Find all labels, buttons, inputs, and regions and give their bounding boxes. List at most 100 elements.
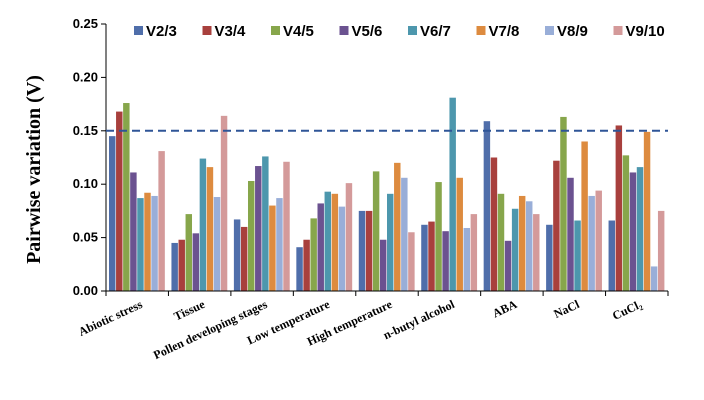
legend-swatch-V7-8 [476, 26, 486, 35]
bar-V5-6-3 [317, 203, 324, 291]
bar-V6-7-6 [511, 208, 519, 291]
bar-V6-7-2 [262, 156, 269, 291]
legend-swatch-V4-5 [271, 26, 280, 35]
bar-V5-6-0 [130, 172, 137, 291]
bar-V2-3-1 [171, 242, 178, 291]
bar-V9-10-3 [345, 183, 353, 291]
bar-V2-3-3 [296, 247, 303, 291]
bars [109, 97, 665, 292]
bar-V7-8-8 [643, 131, 651, 291]
y-tick-label: 0.00 [73, 283, 98, 298]
x-tick-label: Pollen developing stages [151, 297, 270, 362]
bar-V7-8-3 [331, 193, 339, 291]
legend-label: V3/4 [215, 23, 247, 40]
bar-V5-6-5 [442, 231, 449, 291]
bar-V7-8-6 [518, 195, 526, 291]
bar-V5-6-7 [567, 177, 574, 291]
bar-V9-10-5 [470, 214, 478, 291]
legend: V2/3 V3/4 V4/5 V5/6 V6/7 V7/8 V8/9 V9/10 [134, 23, 665, 40]
bar-V2-3-4 [358, 210, 366, 291]
legend-swatch-V9-10 [613, 26, 623, 35]
bar-V7-8-7 [581, 141, 588, 291]
bar-V8-9-8 [650, 266, 658, 291]
y-axis: 0.00 0.05 0.10 0.15 0.20 0.25 [73, 16, 107, 298]
bar-V3-4-2 [240, 226, 248, 291]
bar-V9-10-8 [657, 210, 665, 291]
bar-V3-4-5 [428, 221, 435, 291]
bar-V2-3-5 [421, 224, 428, 291]
y-tick-label: 0.20 [73, 69, 98, 84]
legend-label: V5/6 [352, 23, 383, 40]
bar-V6-7-3 [324, 191, 332, 291]
legend-label: V9/10 [626, 23, 665, 40]
bar-V4-5-6 [497, 193, 505, 291]
bar-V4-5-2 [248, 180, 255, 291]
bar-V9-10-0 [158, 151, 165, 291]
legend-label: V7/8 [489, 23, 520, 40]
bar-V9-10-7 [595, 190, 602, 291]
y-axis-label: Pairwise variation (V) [23, 75, 45, 264]
bar-V8-9-0 [151, 195, 158, 291]
bar-V8-9-7 [588, 195, 595, 291]
bar-V3-4-3 [303, 239, 310, 291]
bar-V4-5-0 [123, 103, 130, 291]
bar-V9-10-4 [408, 232, 415, 291]
x-tick-label: n-butyl alcohol [381, 297, 457, 343]
x-tick-label: NaCl [552, 297, 583, 321]
bar-V2-3-8 [608, 220, 616, 291]
bar-V8-9-1 [213, 197, 221, 291]
bar-V3-4-0 [116, 111, 123, 292]
bar-V3-4-8 [615, 125, 623, 292]
x-tick-label: ABA [490, 297, 519, 321]
bar-V3-4-4 [365, 210, 373, 291]
legend-label: V8/9 [557, 23, 588, 40]
legend-swatch-V6-7 [408, 26, 417, 35]
bar-V5-6-6 [504, 240, 512, 291]
bar-V7-8-0 [144, 192, 151, 291]
bar-V6-7-8 [636, 167, 644, 291]
bar-V4-5-8 [622, 155, 630, 291]
legend-label: V4/5 [283, 23, 314, 40]
legend-swatch-V3-4 [202, 26, 212, 35]
bar-V6-7-5 [449, 97, 456, 291]
legend-label: V6/7 [420, 23, 451, 40]
bar-V8-9-6 [526, 201, 533, 291]
bar-V8-9-3 [338, 206, 346, 291]
bar-V7-8-4 [394, 162, 401, 291]
bar-V3-4-6 [490, 157, 498, 291]
bar-V5-6-1 [192, 233, 200, 291]
bar-V4-5-5 [435, 182, 442, 291]
y-tick-label: 0.10 [73, 176, 98, 191]
bar-V4-5-3 [310, 218, 317, 291]
bar-V2-3-7 [546, 224, 553, 291]
bar-V5-6-8 [629, 172, 637, 291]
y-tick-label: 0.15 [73, 123, 98, 138]
legend-swatch-V2-3 [134, 26, 143, 35]
y-tick-label: 0.05 [73, 230, 98, 245]
y-tick-label: 0.25 [73, 16, 98, 31]
bar-V9-10-1 [220, 115, 228, 292]
x-tick-label: Abiotic stress [76, 297, 145, 339]
bar-V6-7-0 [137, 198, 144, 291]
bar-V2-3-6 [483, 121, 491, 291]
bar-V2-3-2 [233, 219, 241, 291]
legend-swatch-V8-9 [545, 26, 554, 35]
bar-V6-7-7 [574, 220, 581, 291]
x-tick-label: Tissue [172, 297, 208, 324]
legend-label: V2/3 [146, 23, 177, 40]
bar-V9-10-6 [533, 214, 540, 291]
bar-V4-5-4 [372, 171, 380, 291]
bar-V8-9-4 [401, 177, 408, 291]
bar-V5-6-4 [379, 239, 387, 291]
legend-swatch-V5-6 [339, 26, 349, 35]
bar-V4-5-1 [185, 214, 193, 291]
bar-V6-7-1 [199, 158, 207, 291]
bar-V7-8-5 [456, 177, 463, 291]
bar-V7-8-2 [269, 205, 276, 291]
x-tick-label: CuCl₂ [610, 297, 644, 323]
bar-V8-9-2 [276, 198, 283, 291]
bar-V7-8-1 [206, 167, 214, 291]
bar-V6-7-4 [387, 193, 394, 291]
